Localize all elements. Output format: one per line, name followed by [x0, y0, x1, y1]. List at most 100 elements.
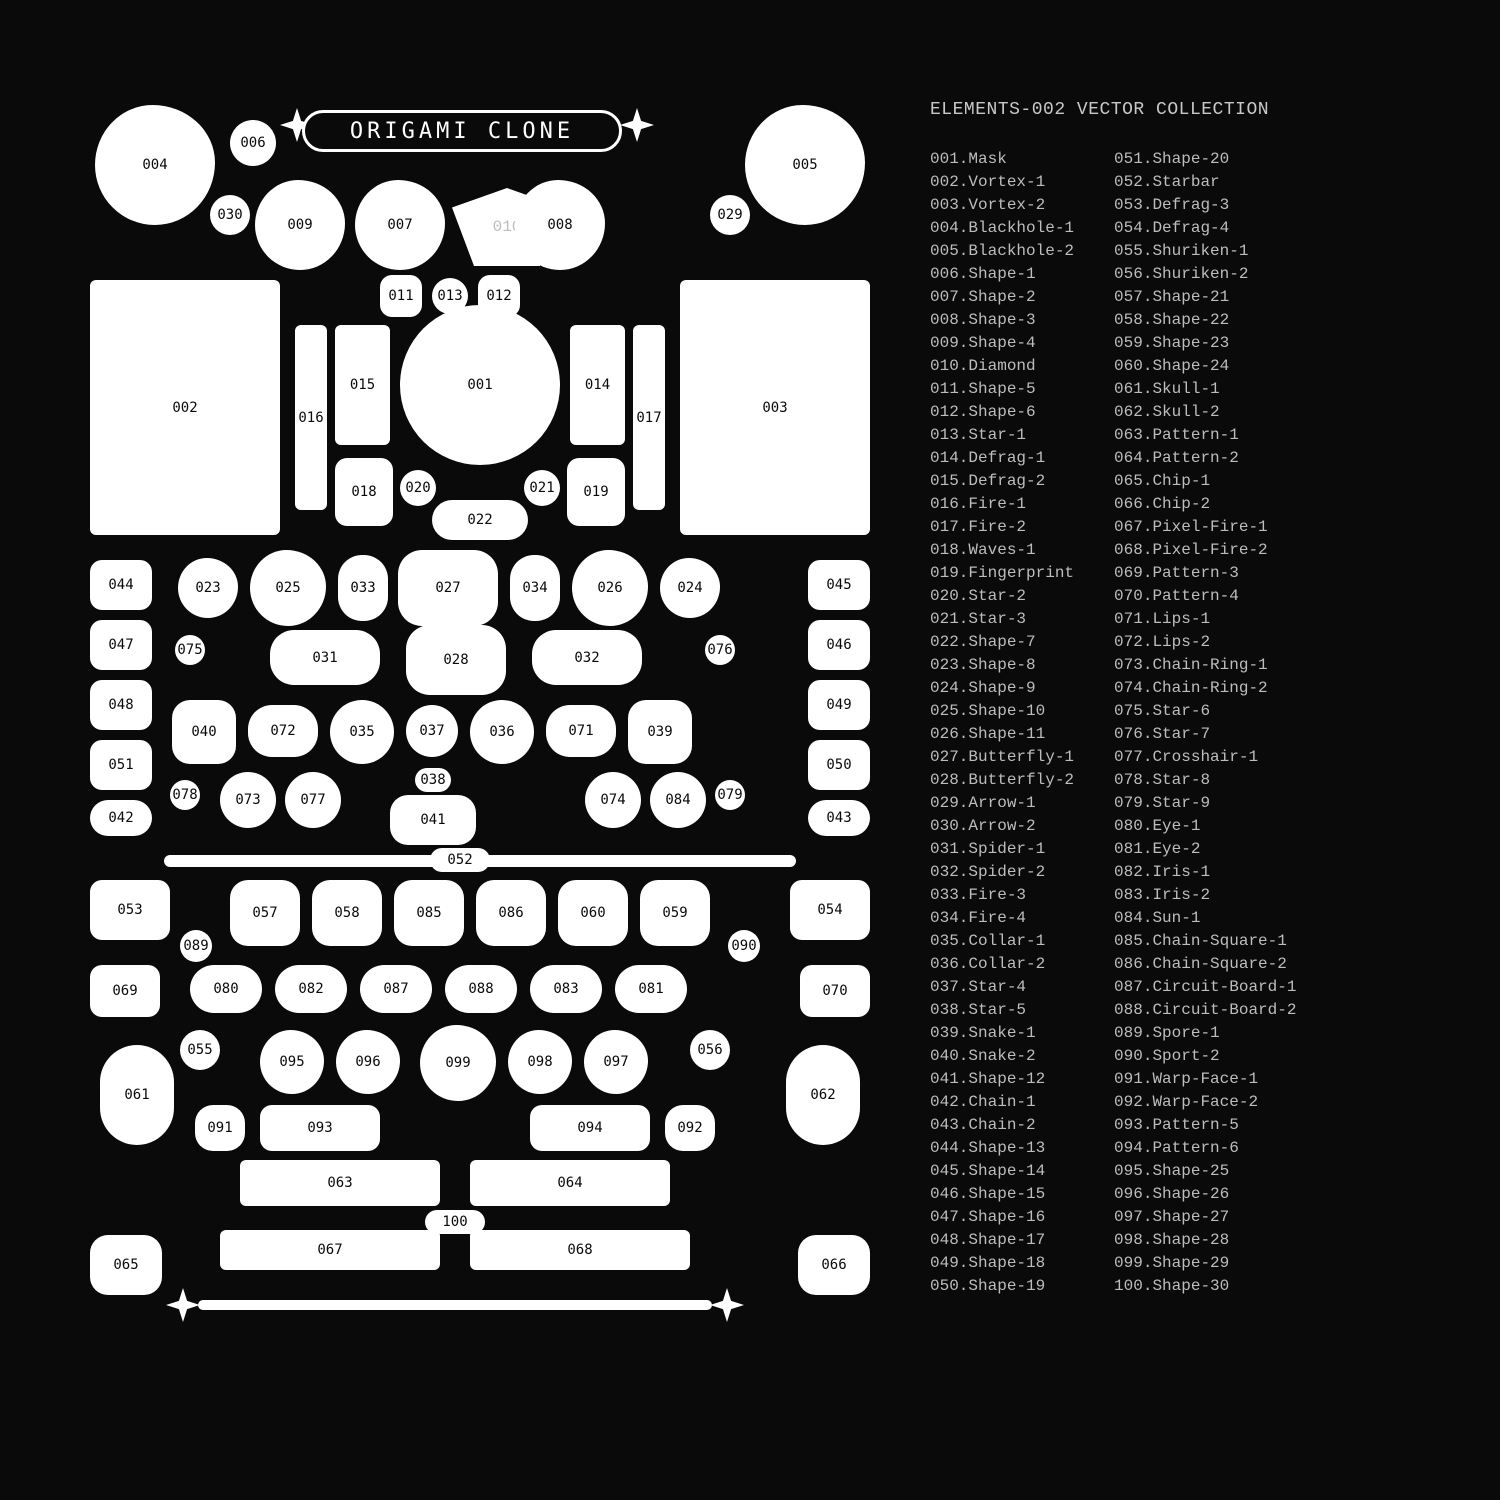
- shape-088: 088: [445, 965, 517, 1013]
- legend-row-095: 095.Shape-25: [1114, 1160, 1296, 1183]
- shape-059: 059: [640, 880, 710, 946]
- legend-row-029: 029.Arrow-1: [930, 792, 1074, 815]
- legend-row-089: 089.Spore-1: [1114, 1022, 1296, 1045]
- legend-row-049: 049.Shape-18: [930, 1252, 1074, 1275]
- shape-num: 064: [557, 1175, 582, 1191]
- shape-062: 062: [786, 1045, 860, 1145]
- legend-row-011: 011.Shape-5: [930, 378, 1074, 401]
- shape-num: 006: [240, 135, 265, 151]
- legend-row-064: 064.Pattern-2: [1114, 447, 1296, 470]
- legend-row-008: 008.Shape-3: [930, 309, 1074, 332]
- legend-row-030: 030.Arrow-2: [930, 815, 1074, 838]
- shape-040: 040: [172, 700, 236, 764]
- shape-064: 064: [470, 1160, 670, 1206]
- shape-019: 019: [567, 458, 625, 526]
- shape-num: 046: [826, 637, 851, 653]
- shape-num: 089: [183, 938, 208, 954]
- shape-num: 099: [445, 1055, 470, 1071]
- shape-num: 092: [677, 1120, 702, 1136]
- shape-011: 011: [380, 275, 422, 317]
- shape-num: 100: [442, 1214, 467, 1230]
- shape-097: 097: [584, 1030, 648, 1094]
- legend-row-066: 066.Chip-2: [1114, 493, 1296, 516]
- legend-row-001: 001.Mask: [930, 148, 1074, 171]
- legend-row-072: 072.Lips-2: [1114, 631, 1296, 654]
- legend-row-059: 059.Shape-23: [1114, 332, 1296, 355]
- legend-row-004: 004.Blackhole-1: [930, 217, 1074, 240]
- legend-row-090: 090.Sport-2: [1114, 1045, 1296, 1068]
- legend-row-046: 046.Shape-15: [930, 1183, 1074, 1206]
- legend-row-010: 010.Diamond: [930, 355, 1074, 378]
- shape-045: 045: [808, 560, 870, 610]
- shape-028: 028: [406, 625, 506, 695]
- legend-row-035: 035.Collar-1: [930, 930, 1074, 953]
- shape-num: 095: [279, 1054, 304, 1070]
- legend-row-045: 045.Shape-14: [930, 1160, 1074, 1183]
- shape-072: 072: [248, 705, 318, 757]
- shape-num: 084: [665, 792, 690, 808]
- legend-row-074: 074.Chain-Ring-2: [1114, 677, 1296, 700]
- shape-num: 060: [580, 905, 605, 921]
- shape-023: 023: [178, 558, 238, 618]
- legend-row-043: 043.Chain-2: [930, 1114, 1074, 1137]
- legend-row-038: 038.Star-5: [930, 999, 1074, 1022]
- shape-num: 002: [172, 400, 197, 416]
- legend-row-007: 007.Shape-2: [930, 286, 1074, 309]
- shape-num: 076: [707, 642, 732, 658]
- legend-row-005: 005.Blackhole-2: [930, 240, 1074, 263]
- shape-num: 091: [207, 1120, 232, 1136]
- legend-row-067: 067.Pixel-Fire-1: [1114, 516, 1296, 539]
- shape-061: 061: [100, 1045, 174, 1145]
- shape-051: 051: [90, 740, 152, 790]
- shape-092: 092: [665, 1105, 715, 1151]
- shape-num: 087: [383, 981, 408, 997]
- shape-054: 054: [790, 880, 870, 940]
- legend-row-002: 002.Vortex-1: [930, 171, 1074, 194]
- legend-row-003: 003.Vortex-2: [930, 194, 1074, 217]
- shape-034: 034: [510, 555, 560, 621]
- shape-057: 057: [230, 880, 300, 946]
- shape-021: 021: [524, 470, 560, 506]
- sparkle-bottom-left-icon: [166, 1288, 200, 1322]
- shape-num: 027: [435, 580, 460, 596]
- shape-num: 067: [317, 1242, 342, 1258]
- shape-074: 074: [585, 772, 641, 828]
- shape-num: 090: [731, 938, 756, 954]
- legend-row-077: 077.Crosshair-1: [1114, 746, 1296, 769]
- shape-num: 019: [583, 484, 608, 500]
- legend-row-020: 020.Star-2: [930, 585, 1074, 608]
- shape-num: 053: [117, 902, 142, 918]
- legend-row-098: 098.Shape-28: [1114, 1229, 1296, 1252]
- shape-num: 065: [113, 1257, 138, 1273]
- legend-row-041: 041.Shape-12: [930, 1068, 1074, 1091]
- legend-row-076: 076.Star-7: [1114, 723, 1296, 746]
- shape-035: 035: [330, 700, 394, 764]
- legend-col-2: 051.Shape-20052.Starbar053.Defrag-3054.D…: [1114, 148, 1296, 1298]
- shape-num: 030: [217, 207, 242, 223]
- legend-row-033: 033.Fire-3: [930, 884, 1074, 907]
- shape-009: 009: [255, 180, 345, 270]
- legend-row-093: 093.Pattern-5: [1114, 1114, 1296, 1137]
- legend-row-060: 060.Shape-24: [1114, 355, 1296, 378]
- shape-050: 050: [808, 740, 870, 790]
- legend-row-080: 080.Eye-1: [1114, 815, 1296, 838]
- legend-row-094: 094.Pattern-6: [1114, 1137, 1296, 1160]
- shape-num: 035: [349, 724, 374, 740]
- shape-num: 005: [792, 157, 817, 173]
- legend-row-081: 081.Eye-2: [1114, 838, 1296, 861]
- shape-num: 063: [327, 1175, 352, 1191]
- legend-row-078: 078.Star-8: [1114, 769, 1296, 792]
- shape-044: 044: [90, 560, 152, 610]
- shape-num: 044: [108, 577, 133, 593]
- legend-row-032: 032.Spider-2: [930, 861, 1074, 884]
- shape-num: 009: [287, 217, 312, 233]
- shape-058: 058: [312, 880, 382, 946]
- shape-042: 042: [90, 800, 152, 836]
- shape-num: 059: [662, 905, 687, 921]
- shape-001: 001: [400, 305, 560, 465]
- legend-row-039: 039.Snake-1: [930, 1022, 1074, 1045]
- shape-060: 060: [558, 880, 628, 946]
- shape-num: 020: [405, 480, 430, 496]
- shape-027: 027: [398, 550, 498, 626]
- shape-080: 080: [190, 965, 262, 1013]
